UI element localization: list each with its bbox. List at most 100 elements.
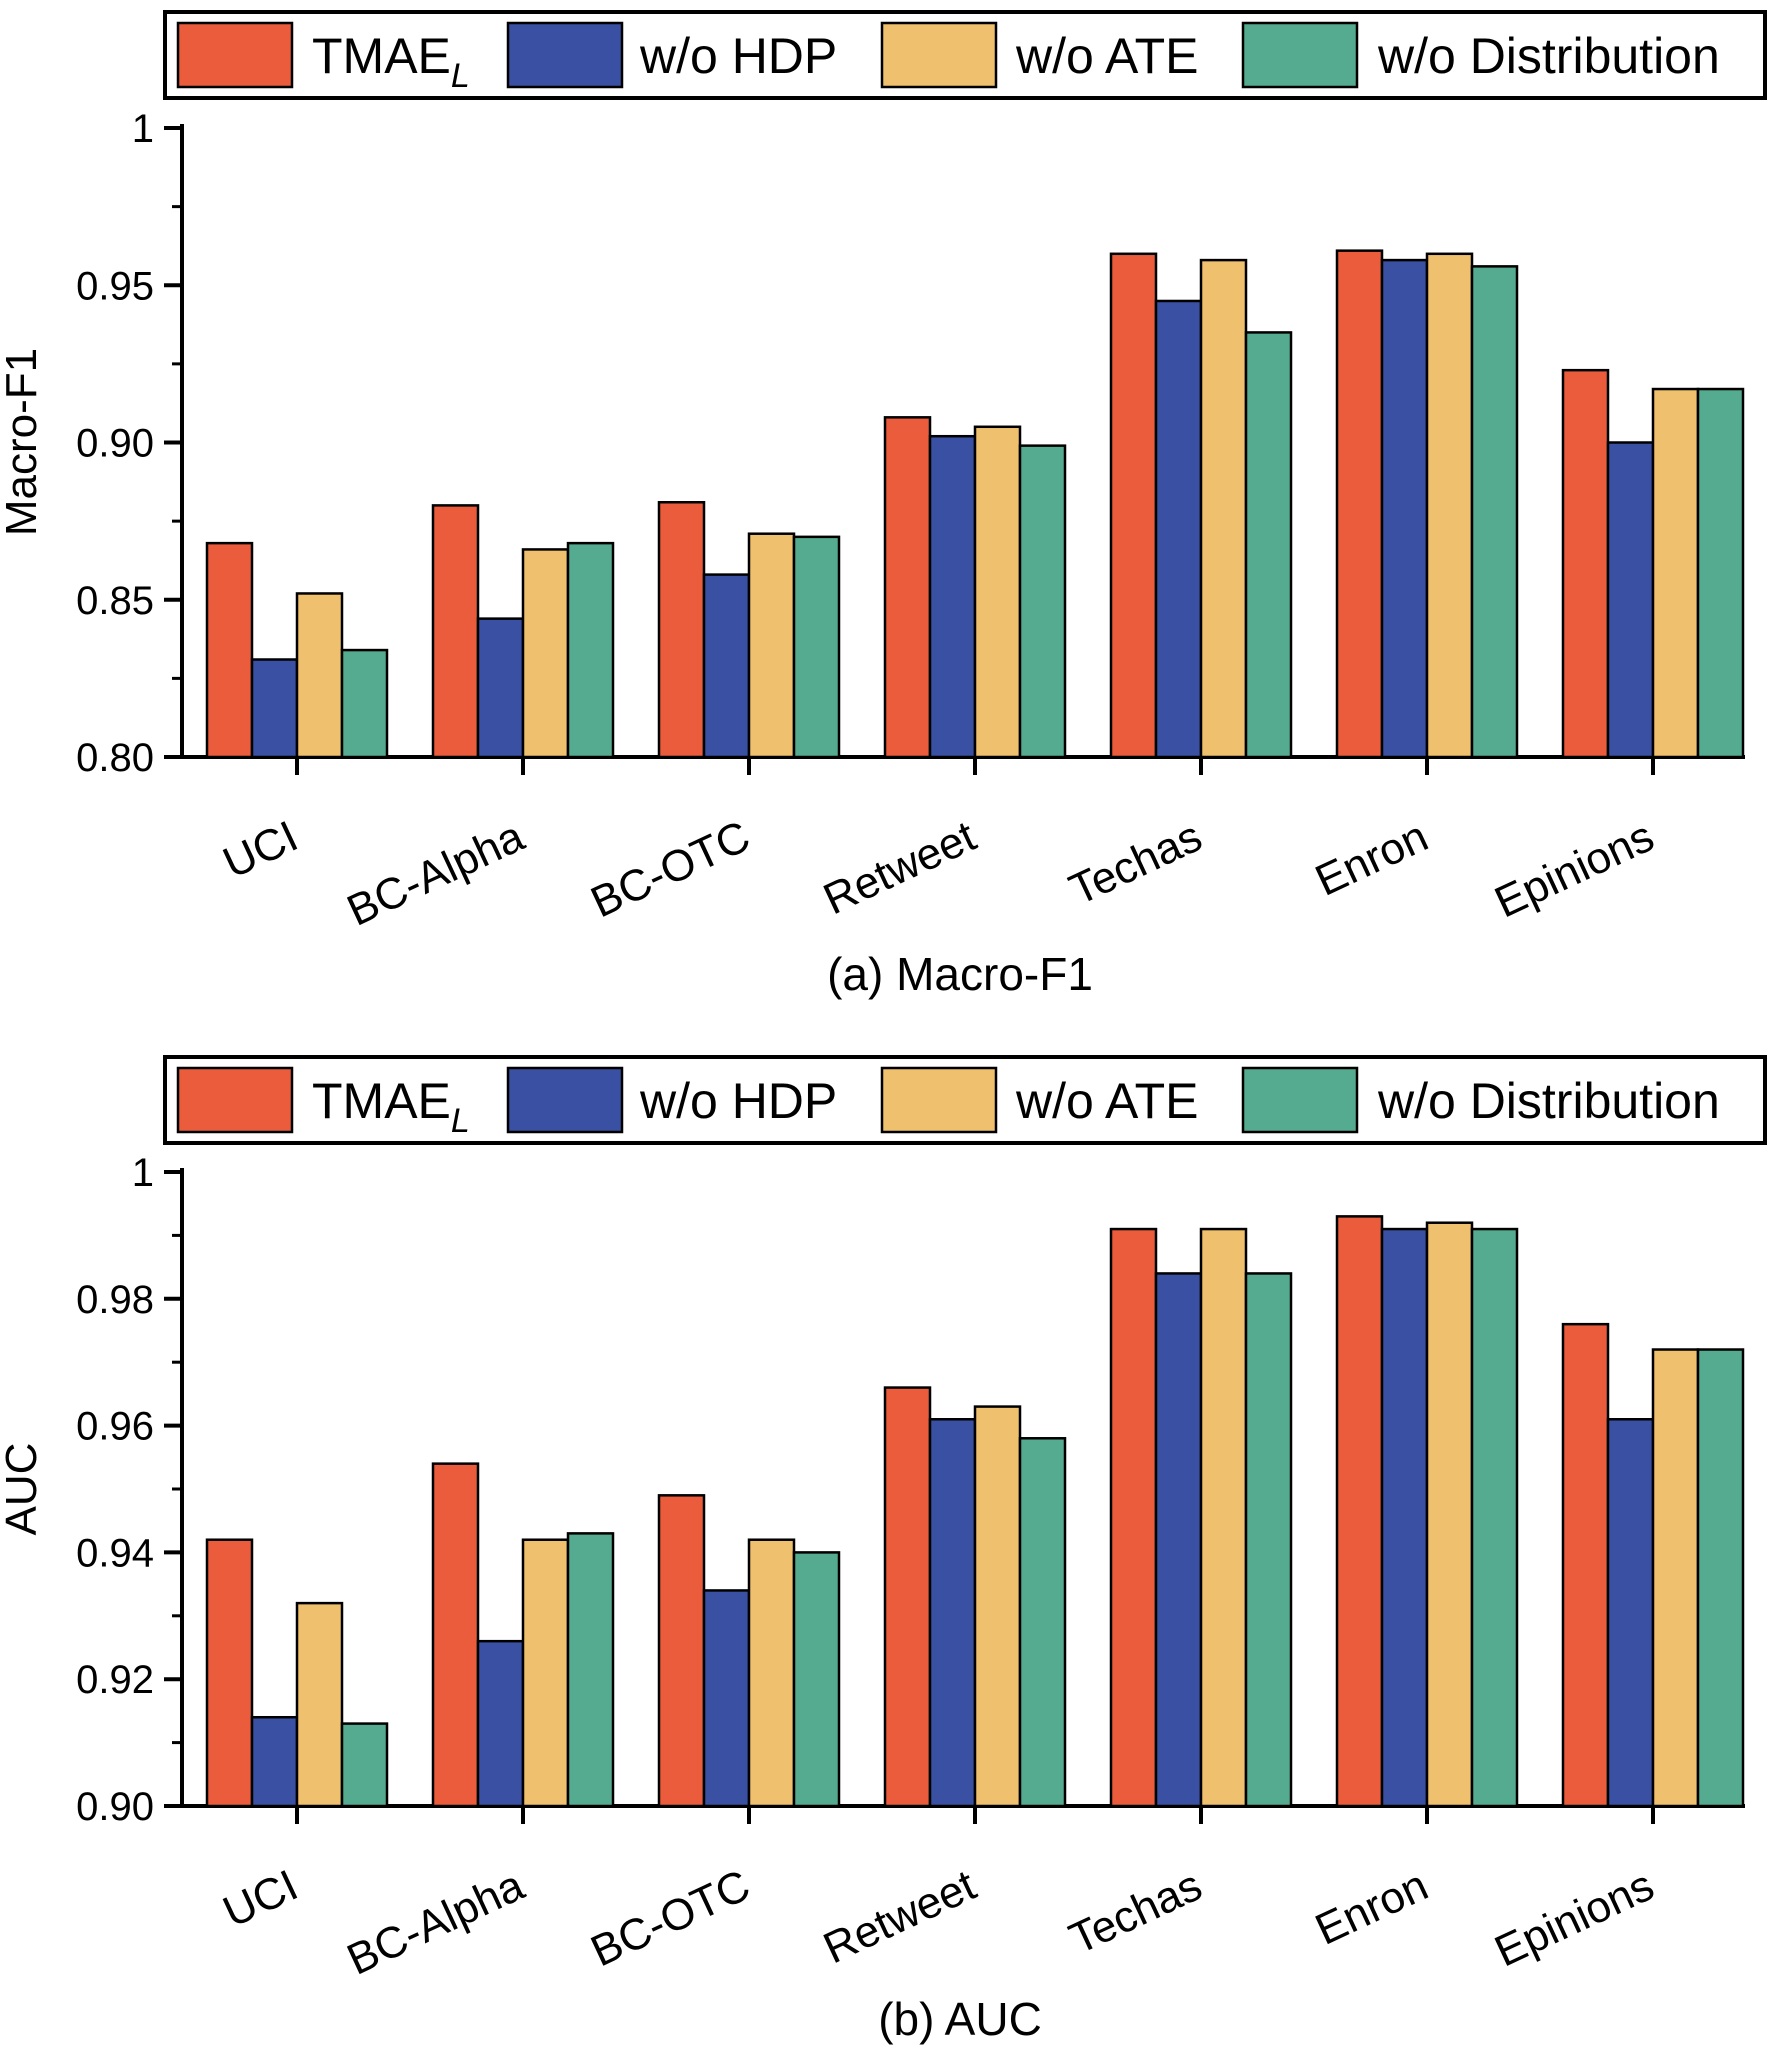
- bar-techas-series-3: [1244, 1272, 1293, 1808]
- bar-epinions-series-0: [1561, 368, 1610, 759]
- bar-retweet-series-0: [883, 416, 932, 759]
- legend-label-0: TMAEL: [312, 28, 470, 95]
- legend-label-3: w/o Distribution: [1377, 28, 1720, 84]
- bar-bc-otc-series-3: [792, 535, 841, 759]
- bar-retweet-series-3: [1018, 1437, 1067, 1808]
- legend-swatch-0: [176, 1066, 294, 1134]
- bar-bc-alpha-series-3: [566, 541, 615, 759]
- legend-swatch-1: [506, 21, 624, 89]
- bar-epinions-series-2: [1651, 1348, 1700, 1808]
- bar-techas-series-1: [1154, 299, 1203, 759]
- bar-bc-alpha-series-2: [521, 548, 570, 759]
- bar-techas-series-2: [1199, 1227, 1248, 1808]
- y-axis-title: Macro-F1: [0, 348, 46, 536]
- bar-techas-series-3: [1244, 331, 1293, 759]
- x-tick-label: UCI: [216, 1861, 305, 1937]
- bar-bc-alpha-series-3: [566, 1532, 615, 1808]
- bar-bc-alpha-series-0: [431, 504, 480, 759]
- bar-techas-series-1: [1154, 1272, 1203, 1808]
- bar-epinions-series-1: [1606, 1418, 1655, 1808]
- bar-retweet-series-2: [973, 1405, 1022, 1808]
- legend-swatch-3: [1241, 21, 1359, 89]
- bar-uci-series-0: [205, 541, 254, 759]
- legend: TMAEL w/o HDP w/o ATE w/o Distribution: [163, 1055, 1767, 1145]
- bar-epinions-series-2: [1651, 387, 1700, 759]
- y-tick-label: 1: [132, 1151, 154, 1195]
- bar-enron-series-3: [1470, 1227, 1519, 1808]
- bar-bc-otc-series-3: [792, 1551, 841, 1808]
- bar-uci-series-3: [340, 1722, 389, 1808]
- x-tick-label: Epinions: [1488, 1861, 1662, 1977]
- bar-techas-series-0: [1109, 252, 1158, 759]
- bar-uci-series-2: [295, 1601, 344, 1808]
- legend-label-2: w/o ATE: [1015, 1073, 1198, 1129]
- bar-retweet-series-2: [973, 425, 1022, 759]
- legend-swatch-1: [506, 1066, 624, 1134]
- y-tick-label: 0.85: [76, 579, 154, 623]
- bar-bc-alpha-series-0: [431, 1462, 480, 1808]
- bar-retweet-series-3: [1018, 444, 1067, 759]
- bar-epinions-series-1: [1606, 441, 1655, 759]
- bars: [205, 1215, 1745, 1808]
- bar-bc-otc-series-1: [702, 573, 751, 759]
- legend-label-3: w/o Distribution: [1377, 1073, 1720, 1129]
- bar-techas-series-2: [1199, 258, 1248, 759]
- y-tick-label: 0.98: [76, 1278, 154, 1322]
- bar-bc-alpha-series-1: [476, 1639, 525, 1808]
- x-tick-label: BC-OTC: [584, 1861, 758, 1977]
- y-tick-label: 0.92: [76, 1658, 154, 1702]
- bar-bc-otc-series-1: [702, 1589, 751, 1808]
- bar-epinions-series-3: [1696, 387, 1745, 759]
- y-tick-label: 0.90: [76, 1785, 154, 1829]
- bar-epinions-series-3: [1696, 1348, 1745, 1808]
- x-tick-label: BC-Alpha: [340, 811, 532, 935]
- bar-bc-otc-series-0: [657, 1494, 706, 1808]
- legend-label-1: w/o HDP: [639, 1073, 837, 1129]
- x-tick-label: Retweet: [816, 1861, 983, 1974]
- legend-swatch-2: [880, 1066, 998, 1134]
- bar-enron-series-0: [1335, 249, 1384, 759]
- x-tick-label: UCI: [216, 812, 305, 888]
- bar-enron-series-3: [1470, 265, 1519, 759]
- x-tick-label: Epinions: [1488, 812, 1662, 928]
- x-tick-label: Enron: [1308, 812, 1435, 906]
- chart-caption: (a) Macro-F1: [827, 948, 1093, 1000]
- bar-techas-series-0: [1109, 1227, 1158, 1808]
- bar-bc-alpha-series-2: [521, 1538, 570, 1808]
- bar-enron-series-1: [1380, 1227, 1429, 1808]
- chart-panel-b: TMAEL w/o HDP w/o ATE w/o Distribution 0.90 0…: [0, 1055, 1767, 2045]
- x-tick-label: BC-OTC: [584, 812, 758, 928]
- bar-epinions-series-0: [1561, 1322, 1610, 1808]
- legend-swatch-3: [1241, 1066, 1359, 1134]
- bar-bc-otc-series-2: [747, 532, 796, 759]
- bar-bc-alpha-series-1: [476, 617, 525, 759]
- chart-panel-a: TMAEL w/o HDP w/o ATE w/o Distribution 0.80 0…: [0, 10, 1767, 1000]
- bar-retweet-series-1: [928, 434, 977, 759]
- y-tick-label: 0.96: [76, 1405, 154, 1449]
- bar-enron-series-2: [1425, 252, 1474, 759]
- y-tick-label: 0.80: [76, 736, 154, 780]
- bars: [205, 249, 1745, 759]
- bar-uci-series-1: [250, 1715, 299, 1808]
- x-tick-label: Techas: [1062, 812, 1209, 915]
- bar-retweet-series-1: [928, 1418, 977, 1808]
- y-axis-title: AUC: [0, 1443, 46, 1536]
- bar-bc-otc-series-2: [747, 1538, 796, 1808]
- legend-swatch-0: [176, 21, 294, 89]
- bar-uci-series-1: [250, 658, 299, 759]
- y-tick-label: 1: [132, 107, 154, 151]
- bar-uci-series-3: [340, 648, 389, 759]
- legend-label-2: w/o ATE: [1015, 28, 1198, 84]
- x-tick-label: BC-Alpha: [340, 1860, 532, 1984]
- legend-label-1: w/o HDP: [639, 28, 837, 84]
- legend: TMAEL w/o HDP w/o ATE w/o Distribution: [163, 10, 1767, 100]
- y-tick-label: 0.94: [76, 1531, 154, 1575]
- legend-label-0: TMAEL: [312, 1073, 470, 1140]
- bar-uci-series-2: [295, 592, 344, 759]
- chart-caption: (b) AUC: [878, 1993, 1042, 2045]
- bar-retweet-series-0: [883, 1386, 932, 1808]
- y-tick-label: 0.95: [76, 264, 154, 308]
- x-tick-label: Retweet: [816, 812, 983, 925]
